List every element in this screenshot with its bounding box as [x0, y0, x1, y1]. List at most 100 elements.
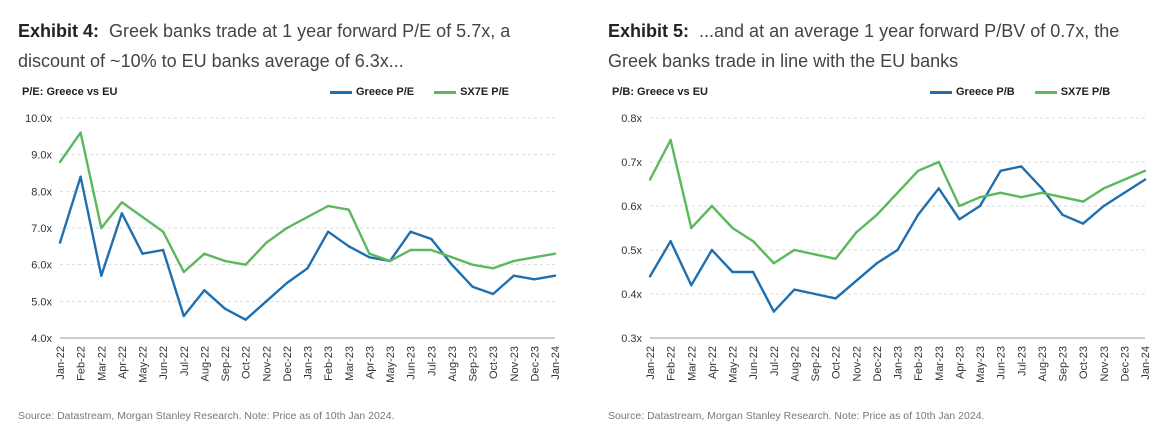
data-point [430, 248, 433, 252]
exhibit-5-panel: Exhibit 5: ...and at an average 1 year fo… [590, 0, 1170, 445]
data-point [1123, 191, 1126, 194]
data-point [1040, 191, 1044, 194]
source-note: Source: Datastream, Morgan Stanley Resea… [608, 410, 985, 422]
y-tick-label: 0.7x [621, 157, 642, 169]
x-tick-label: Nov-23 [1099, 346, 1111, 381]
exhibit-title-text: Greek banks trade at 1 year forward P/E … [18, 21, 511, 71]
data-point [471, 285, 474, 288]
data-point [306, 215, 309, 219]
legend-item-greece: Greece P/B [930, 86, 1015, 98]
data-point [533, 278, 536, 281]
x-tick-label: Oct-22 [241, 346, 253, 379]
x-tick-label: Sep-22 [220, 346, 232, 381]
legend-label: SX7E P/B [1060, 86, 1111, 98]
series-line-greece [58, 175, 556, 321]
data-point [223, 307, 227, 310]
x-tick-label: Jan-23 [303, 346, 315, 380]
data-point [223, 259, 227, 263]
data-point [512, 259, 515, 263]
data-point [834, 297, 837, 300]
data-point [79, 131, 82, 134]
source-note: Source: Datastream, Morgan Stanley Resea… [18, 410, 395, 422]
x-tick-label: Jan-23 [893, 346, 905, 380]
x-tick-label: Aug-22 [199, 346, 211, 381]
y-tick-label: 6.0x [31, 260, 52, 272]
data-point [182, 314, 185, 318]
x-tick-label: Aug-22 [789, 346, 801, 381]
data-point [648, 275, 652, 278]
data-point [285, 281, 289, 285]
y-tick-label: 0.3x [621, 333, 642, 345]
data-point [430, 237, 433, 241]
exhibit-number: Exhibit 5: [608, 21, 690, 41]
x-tick-label: May-23 [385, 346, 397, 383]
y-tick-label: 10.0x [25, 113, 52, 125]
x-tick-label: Nov-22 [261, 346, 273, 381]
x-tick-label: Jul-22 [769, 346, 781, 376]
data-point [141, 215, 144, 219]
data-point [79, 175, 82, 178]
data-point [58, 241, 62, 244]
x-tick-label: Feb-22 [666, 346, 678, 381]
data-point [896, 248, 899, 252]
data-point [512, 274, 515, 277]
y-tick-label: 7.0x [31, 223, 52, 235]
x-tick-label: Dec-23 [529, 346, 541, 381]
x-tick-label: Nov-23 [509, 346, 521, 381]
legend-label: SX7E P/E [460, 86, 510, 98]
x-tick-label: Mar-22 [96, 346, 108, 381]
data-point [244, 263, 247, 266]
chart-legend: Greece P/B SX7E P/B [930, 86, 1110, 98]
data-point [450, 263, 454, 266]
x-tick-label: Oct-23 [488, 346, 500, 379]
data-point [491, 292, 495, 296]
data-point [999, 191, 1002, 194]
data-point [58, 160, 62, 164]
data-point [648, 178, 652, 181]
data-point [855, 279, 858, 282]
x-tick-label: Oct-23 [1078, 346, 1090, 379]
y-tick-label: 9.0x [31, 150, 52, 162]
data-point [669, 240, 672, 243]
legend-swatch [930, 90, 952, 94]
data-point [793, 248, 796, 252]
legend-label: Greece P/B [956, 86, 1015, 98]
data-point [690, 284, 693, 287]
data-point [120, 212, 124, 215]
data-point [347, 208, 350, 211]
x-tick-label: Sep-23 [1058, 346, 1070, 381]
x-tick-label: Jun-23 [406, 346, 418, 380]
data-point [772, 262, 775, 265]
data-point [772, 310, 775, 313]
data-point [368, 256, 371, 259]
exhibit-title: Exhibit 5: ...and at an average 1 year fo… [608, 16, 1168, 76]
x-tick-label: Apr-23 [364, 346, 376, 379]
data-point [491, 267, 495, 270]
x-tick-label: Nov-22 [851, 346, 863, 381]
data-point [731, 226, 734, 230]
data-point [161, 230, 165, 233]
data-point [875, 213, 879, 216]
x-tick-label: Jan-24 [1140, 346, 1152, 380]
legend-item-sx7e: SX7E P/E [434, 86, 509, 98]
data-point [553, 274, 557, 277]
data-point [731, 270, 734, 274]
x-tick-label: Jun-22 [748, 346, 760, 380]
data-point [813, 292, 817, 296]
y-tick-label: 8.0x [31, 186, 52, 198]
x-tick-label: Apr-23 [954, 346, 966, 379]
y-tick-label: 0.8x [621, 113, 642, 125]
x-tick-label: Mar-22 [686, 346, 698, 381]
data-point [813, 253, 817, 256]
data-point [1061, 213, 1064, 216]
data-point [1143, 169, 1147, 172]
data-point [533, 256, 536, 259]
x-tick-label: Dec-22 [872, 346, 884, 381]
data-point [710, 248, 714, 252]
data-point [203, 289, 206, 292]
data-point [710, 204, 714, 208]
data-point [1061, 196, 1064, 199]
x-tick-label: Mar-23 [344, 346, 356, 381]
data-point [388, 259, 392, 263]
